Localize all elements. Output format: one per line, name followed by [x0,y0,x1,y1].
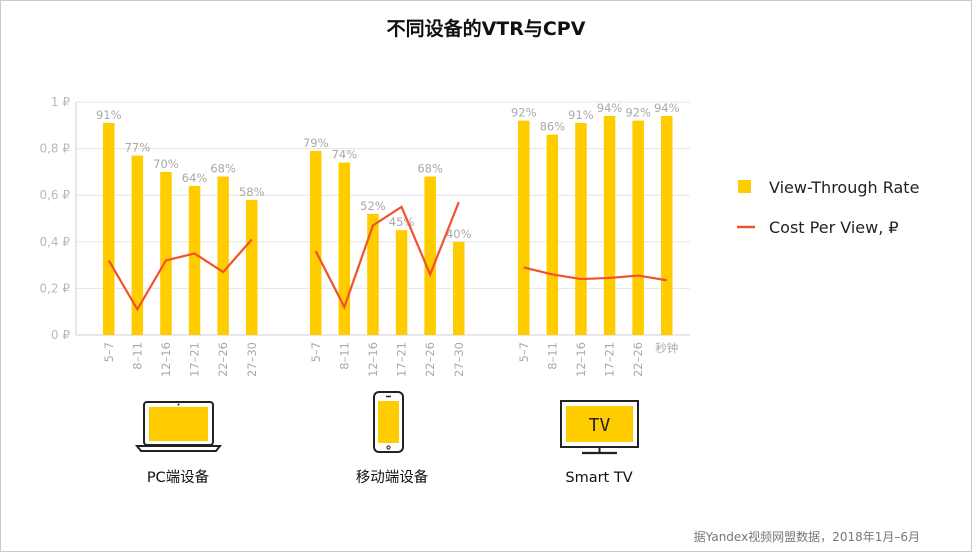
bar [661,115,673,335]
bar-value-label: 92% [511,106,537,120]
smartphone-screen [378,401,399,443]
bar-value-label: 94% [597,101,623,115]
bar [546,134,559,335]
bar-value-label: 77% [125,141,151,155]
x-tick-label: 12–16 [574,342,588,377]
legend-vtr-swatch [738,180,751,193]
bar-value-label: 68% [210,162,236,176]
bar [310,150,322,335]
bar [453,241,465,335]
laptop-camera [177,403,180,406]
y-tick-label: 1 ₽ [51,95,70,109]
device-label: 移动端设备 [356,469,429,486]
x-tick-label: 12–16 [366,342,380,377]
bar [575,122,587,335]
x-tick-label: 5–7 [309,342,323,362]
chart-title: 不同设备的VTR与CPV [386,18,586,40]
bar-value-label: 94% [654,101,680,115]
x-tick-label: 8–11 [337,342,351,370]
x-tick-label: 5–7 [102,342,116,362]
bar [103,122,115,335]
x-tick-label: 22–26 [631,342,645,377]
bar-value-label: 45% [389,215,415,229]
bar [338,162,351,335]
legend-vtr-label: View-Through Rate [769,178,919,197]
bar-value-label: 91% [568,108,594,122]
bar [188,185,201,335]
bar-value-label: 40% [446,227,472,241]
device-label: Smart TV [565,470,632,486]
x-tick-label: 22–26 [423,342,437,377]
x-tick-label: 17–21 [188,342,202,377]
x-tick-label: 27–30 [452,342,466,377]
bar [395,230,408,335]
y-tick-label: 0,2 ₽ [39,281,70,295]
x-tick-label: 8–11 [545,342,559,370]
bar-value-label: 70% [153,157,179,171]
cpv-line [523,266,667,282]
bar [246,199,258,335]
y-tick-label: 0,4 ₽ [39,235,70,249]
bar [632,120,644,335]
cpv-line [107,238,253,312]
bar [217,176,229,335]
x-tick-label: 12–16 [159,342,173,377]
device-label: PC端设备 [147,469,210,486]
x-tick-label: 27–30 [245,342,259,377]
tv-screen [566,406,633,442]
x-tick-label: 17–21 [395,342,409,377]
bar-value-label: 74% [332,148,358,162]
x-tick-label: 22–26 [216,342,230,377]
y-tick-label: 0 ₽ [51,328,70,342]
bar-value-label: 68% [417,162,443,176]
x-tick-label: 5–7 [517,342,531,362]
bar-value-label: 64% [182,171,208,185]
bar [367,213,379,335]
bar-value-label: 52% [360,199,386,213]
x-tick-label: 8–11 [130,342,144,370]
bar [603,115,616,335]
laptop-screen [149,407,208,441]
bar [131,155,144,335]
smartphone-home-button [386,445,391,450]
x-tick-label: 17–21 [603,342,617,377]
bar [160,171,172,335]
y-tick-label: 0,8 ₽ [39,142,70,156]
y-tick-label: 0,6 ₽ [39,188,70,202]
source-note: 据Yandex视频网盟数据，2018年1月–6月 [694,529,920,544]
bar-value-label: 92% [625,106,651,120]
tv-screen-text: TV [589,415,611,436]
bar-value-label: 58% [239,185,265,199]
cpv-line [314,201,460,310]
bar-value-label: 79% [303,136,329,150]
bar [424,176,436,335]
bar-value-label: 91% [96,108,122,122]
x-tick-label: 秒钟 [655,341,678,355]
laptop-base [134,445,223,452]
bar [518,120,530,335]
bar-value-label: 86% [540,120,566,134]
legend-cpv-label: Cost Per View, ₽ [769,218,899,237]
